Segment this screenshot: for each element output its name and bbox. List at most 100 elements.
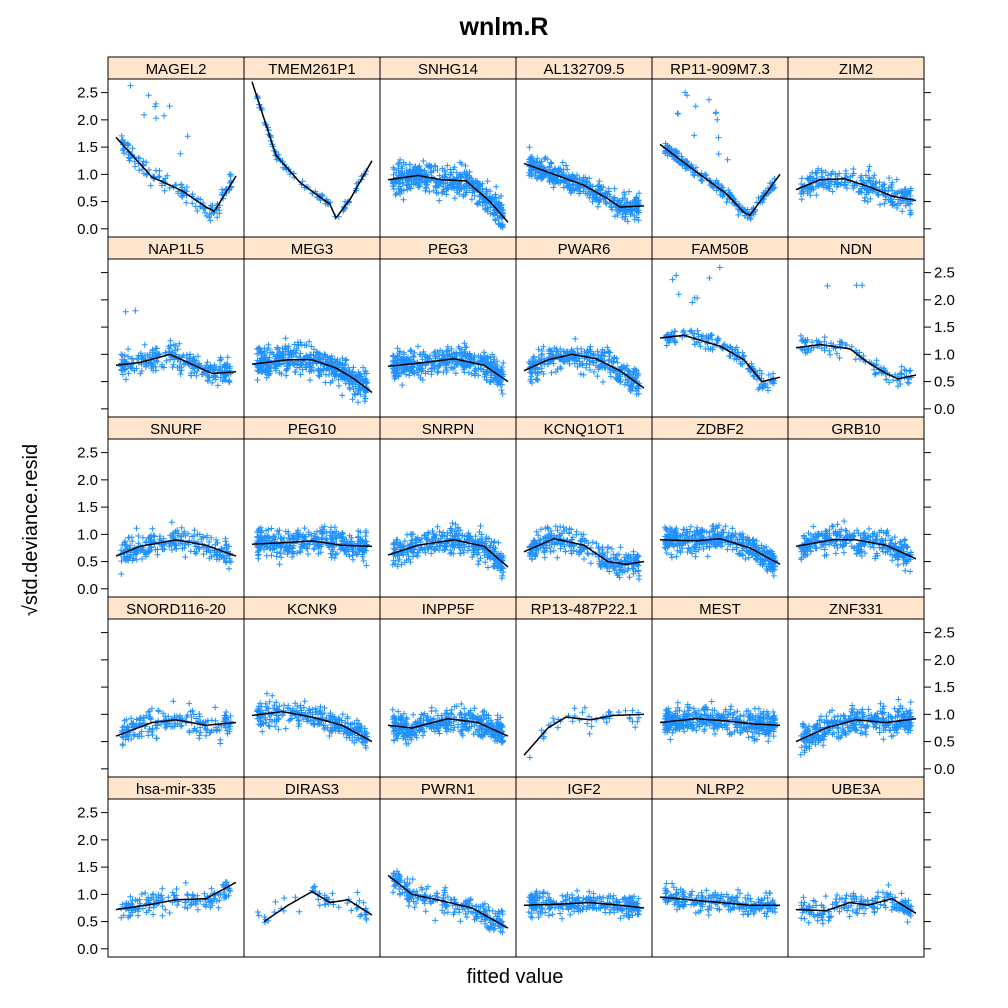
data-point	[166, 185, 173, 192]
data-point	[315, 372, 322, 379]
data-point	[447, 166, 454, 173]
data-point	[580, 177, 586, 184]
data-point	[427, 352, 434, 359]
data-point	[123, 557, 130, 564]
data-point	[605, 349, 612, 356]
panel-points	[523, 335, 645, 398]
data-point	[585, 551, 592, 558]
data-point	[339, 530, 346, 537]
data-point	[160, 364, 167, 371]
data-point	[897, 200, 904, 207]
data-point	[138, 368, 145, 375]
data-point	[756, 384, 763, 391]
data-point	[458, 186, 464, 192]
data-point	[363, 370, 370, 377]
data-point	[713, 187, 720, 194]
data-point	[694, 327, 701, 334]
data-point	[125, 353, 132, 360]
data-point	[397, 183, 404, 190]
data-point	[479, 188, 486, 195]
data-point	[129, 538, 136, 545]
data-point	[594, 203, 601, 210]
data-point	[821, 338, 828, 345]
data-point	[407, 367, 414, 374]
data-point	[482, 371, 489, 378]
loess-curve	[251, 81, 373, 220]
data-point	[668, 554, 675, 561]
data-point	[859, 282, 866, 289]
data-point	[393, 536, 400, 543]
data-point	[901, 366, 908, 373]
data-point	[616, 551, 622, 558]
data-point	[149, 525, 156, 532]
data-point	[452, 370, 459, 377]
data-point	[598, 183, 605, 190]
y-axis-label-prefix: √	[20, 605, 42, 616]
panel-points	[795, 163, 917, 218]
data-point	[725, 187, 732, 194]
data-point	[178, 181, 185, 188]
data-point	[482, 559, 489, 566]
data-point	[898, 371, 905, 378]
data-point	[410, 353, 416, 360]
data-point	[541, 355, 547, 362]
data-point	[327, 528, 334, 535]
data-point	[403, 371, 410, 378]
data-point	[174, 346, 181, 353]
data-point	[422, 549, 429, 556]
data-point	[196, 531, 203, 538]
data-point	[557, 523, 564, 530]
data-point	[487, 188, 494, 195]
data-point	[596, 364, 603, 371]
panel-points	[659, 264, 781, 394]
data-point	[715, 181, 722, 187]
panel-pwar6: PWAR6	[515, 236, 653, 418]
data-point	[337, 361, 344, 368]
data-point	[493, 194, 499, 201]
data-point	[542, 154, 549, 161]
data-point	[341, 365, 347, 372]
data-point	[562, 548, 569, 555]
data-point	[498, 222, 505, 229]
data-point	[619, 364, 626, 371]
data-point	[831, 181, 838, 188]
data-point	[346, 532, 353, 539]
data-point	[277, 549, 284, 555]
data-point	[487, 553, 494, 560]
data-point	[449, 358, 456, 365]
data-point	[406, 372, 413, 379]
data-point	[552, 523, 559, 530]
data-point	[362, 389, 369, 396]
data-point	[867, 195, 874, 202]
data-point	[528, 166, 535, 173]
data-point	[827, 351, 833, 358]
data-point	[351, 391, 358, 398]
data-point	[706, 96, 712, 103]
data-point	[457, 550, 464, 557]
data-point	[195, 195, 202, 202]
data-point	[822, 169, 829, 175]
data-point	[286, 535, 293, 542]
data-point	[222, 538, 229, 545]
data-point	[633, 391, 640, 398]
data-point	[125, 346, 132, 353]
data-point	[545, 348, 552, 355]
data-point	[394, 355, 401, 362]
data-point	[866, 177, 873, 184]
data-point	[332, 532, 339, 539]
data-point	[856, 349, 863, 356]
data-point	[866, 163, 873, 170]
data-point	[188, 370, 195, 376]
data-point	[592, 362, 599, 369]
data-point	[346, 541, 353, 548]
data-point	[212, 376, 219, 383]
data-point	[864, 198, 871, 205]
data-point	[328, 355, 335, 362]
data-point	[345, 376, 352, 383]
data-point	[871, 172, 878, 179]
data-point	[223, 542, 230, 549]
data-point	[724, 156, 731, 163]
data-point	[554, 554, 561, 561]
loess-curve	[115, 353, 237, 375]
